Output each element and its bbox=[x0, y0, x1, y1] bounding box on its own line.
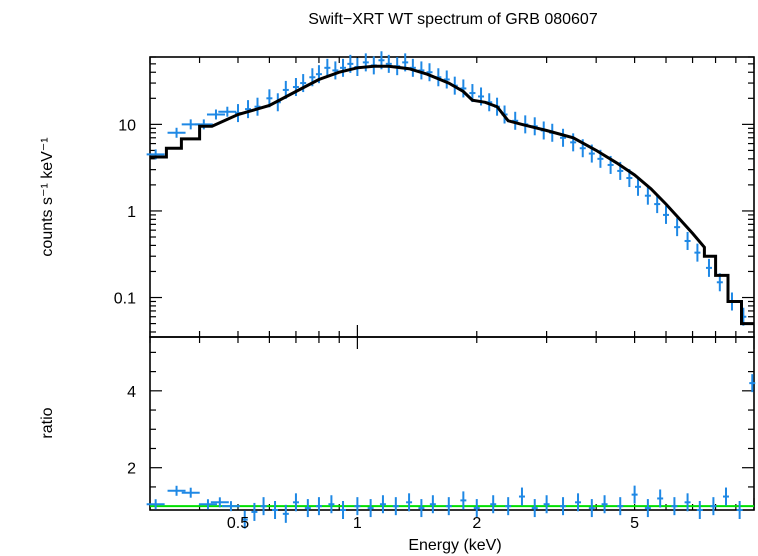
x-tick-label: 5 bbox=[630, 515, 639, 532]
spectrum-data-point bbox=[684, 231, 691, 250]
spectrum-data-point bbox=[654, 195, 661, 214]
spectrum-data-point bbox=[426, 63, 433, 82]
spectrum-data-point bbox=[167, 127, 186, 138]
ratio-data-point bbox=[710, 497, 717, 516]
ratio-data-point bbox=[181, 487, 200, 498]
ratio-data-point bbox=[749, 374, 756, 393]
ratio-data-point bbox=[167, 485, 186, 496]
ratio-data-point bbox=[543, 495, 550, 514]
spectrum-data-point bbox=[218, 106, 237, 117]
spectrum-data-point bbox=[206, 109, 225, 120]
chart-title: Swift−XRT WT spectrum of GRB 080607 bbox=[308, 11, 598, 28]
ratio-data-point bbox=[696, 501, 703, 519]
spectrum-y-axis-label: counts s⁻¹ keV⁻¹ bbox=[39, 137, 56, 256]
spectrum-data-point bbox=[443, 70, 450, 89]
ratio-data-point bbox=[684, 493, 691, 512]
spectrum-data-point bbox=[694, 243, 701, 262]
ratio-y-axis-label: ratio bbox=[39, 407, 56, 438]
ratio-data-point bbox=[671, 497, 678, 516]
spectrum-data-point bbox=[663, 205, 670, 224]
ratio-panel: 24 bbox=[127, 336, 756, 529]
spectrum-data-point bbox=[194, 119, 213, 130]
spectrum-data-point bbox=[340, 58, 347, 77]
ratio-data-point bbox=[473, 499, 480, 518]
y-tick-label: 1 bbox=[127, 204, 136, 221]
ratio-data-point bbox=[251, 502, 258, 521]
ratio-data-point bbox=[445, 497, 452, 516]
ratio-frame bbox=[149, 336, 755, 511]
ratio-data-point bbox=[210, 497, 229, 508]
ratio-data-point bbox=[736, 501, 743, 519]
spectrum-data-point bbox=[332, 61, 339, 80]
ratio-data-point bbox=[367, 499, 374, 518]
ratio-data-point bbox=[340, 501, 347, 519]
ratio-data-point bbox=[490, 495, 497, 514]
ratio-data-point bbox=[601, 495, 608, 514]
ratio-data-point bbox=[304, 499, 311, 518]
ratio-data-point bbox=[429, 495, 436, 514]
spectrum-data-point bbox=[644, 186, 651, 205]
ratio-data-point bbox=[505, 497, 512, 516]
spectrum-data-point bbox=[705, 258, 712, 277]
ratio-data-point bbox=[531, 499, 538, 518]
ratio-data-point bbox=[518, 487, 525, 506]
y-tick-label: 0.1 bbox=[114, 291, 136, 308]
spectrum-panel: 0.1 1 10 bbox=[114, 51, 755, 338]
ratio-data-point bbox=[560, 497, 567, 516]
ratio-data-point bbox=[379, 495, 386, 514]
y-tick-label: 10 bbox=[118, 117, 136, 134]
ratio-data-point bbox=[292, 493, 299, 512]
ratio-data-point bbox=[575, 493, 582, 512]
ratio-data-point bbox=[272, 501, 279, 519]
x-tick-label: 2 bbox=[472, 515, 481, 532]
x-axis-label: Energy (keV) bbox=[408, 537, 501, 554]
spectrum-data-point bbox=[560, 128, 567, 147]
x-tick-label: 0.5 bbox=[227, 515, 249, 532]
spectrum-data-point bbox=[385, 54, 392, 73]
ratio-data-point bbox=[392, 497, 399, 516]
ratio-data-point bbox=[260, 497, 267, 516]
ratio-data-point bbox=[354, 497, 361, 516]
ratio-data-point bbox=[282, 504, 289, 523]
ratio-data-point bbox=[644, 499, 651, 518]
spectrum-data-point bbox=[245, 100, 252, 119]
ratio-data-point bbox=[406, 493, 413, 512]
x-tick-label: 1 bbox=[353, 515, 362, 532]
spectrum-frame bbox=[149, 56, 755, 338]
ratio-data-point bbox=[657, 489, 664, 508]
model-line bbox=[150, 64, 754, 326]
ratio-data-point bbox=[315, 497, 322, 516]
spectrum-data-point bbox=[674, 218, 681, 237]
ratio-data-point bbox=[460, 491, 467, 510]
ratio-data-point bbox=[146, 499, 165, 510]
ratio-data-point bbox=[328, 495, 335, 514]
y-tick-label: 2 bbox=[127, 461, 136, 478]
y-tick-label: 4 bbox=[127, 384, 136, 401]
spectrum-data-point bbox=[254, 97, 261, 116]
spectrum-data-point bbox=[460, 79, 467, 98]
ratio-data-point bbox=[631, 485, 638, 504]
ratio-data-point bbox=[221, 501, 240, 512]
spectrum-data-point bbox=[324, 58, 331, 77]
ratio-data-point bbox=[198, 499, 217, 510]
ratio-data-point bbox=[723, 487, 730, 506]
ratio-data-point bbox=[241, 510, 248, 529]
ratio-data-point bbox=[418, 499, 425, 518]
ratio-data-point bbox=[617, 497, 624, 516]
spectrum-data-point bbox=[635, 177, 642, 196]
ratio-data-point bbox=[588, 499, 595, 518]
